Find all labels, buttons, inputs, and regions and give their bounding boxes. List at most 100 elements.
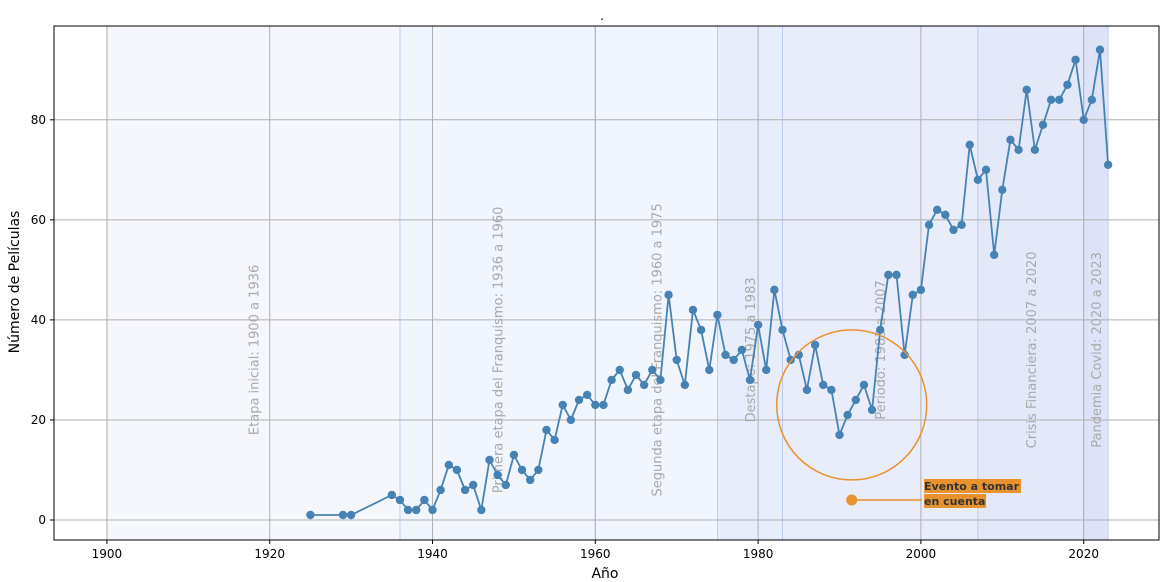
data-point (509, 450, 519, 460)
y-tick-label: 0 (38, 513, 46, 527)
data-point (444, 460, 453, 470)
data-point (843, 410, 852, 420)
data-point (753, 320, 763, 330)
data-point (1014, 145, 1023, 155)
data-point (1103, 160, 1113, 170)
data-point (989, 250, 999, 260)
data-point (574, 395, 584, 405)
data-point (859, 380, 869, 390)
data-point (599, 400, 608, 410)
data-point (501, 480, 510, 490)
data-point (1063, 80, 1072, 89)
data-point (745, 375, 755, 385)
data-point (884, 270, 893, 280)
annotation-point (846, 494, 858, 506)
data-point (819, 380, 828, 390)
period-labels: Etapa inicial: 1900 a 1936 Primera etapa … (247, 203, 1104, 496)
data-point (973, 175, 983, 185)
x-tick-label: 2000 (906, 547, 937, 561)
x-tick-label: 1900 (92, 547, 123, 561)
data-point (1055, 95, 1064, 104)
data-point (924, 220, 934, 230)
data-point (705, 365, 714, 375)
data-point (851, 395, 860, 405)
data-point (794, 350, 804, 360)
data-point (965, 140, 974, 150)
annotation-text: en cuenta (924, 495, 985, 508)
data-point (713, 310, 722, 320)
data-point (1038, 120, 1048, 129)
data-point (729, 355, 738, 365)
period-band-0 (106, 25, 401, 541)
data-point (623, 385, 633, 395)
data-point (542, 425, 551, 435)
data-point (412, 505, 421, 515)
data-point (835, 430, 844, 440)
data-point (534, 465, 543, 475)
annotation-box (924, 478, 1022, 493)
data-point (550, 435, 559, 445)
data-point (1030, 145, 1040, 155)
data-point (558, 400, 567, 410)
data-point (876, 325, 885, 335)
data-point (810, 340, 820, 350)
data-point (395, 495, 405, 505)
data-series (306, 45, 1113, 520)
period-label-6: Pandemia Covid: 2020 a 2023 (1090, 252, 1105, 448)
data-point (428, 505, 437, 515)
data-point (916, 285, 926, 295)
y-tick-label: 20 (31, 413, 46, 427)
data-point (827, 385, 836, 395)
y-axis-ticks: 0 20 40 60 80 (31, 113, 54, 527)
data-point (696, 325, 706, 335)
annotation-box (924, 493, 987, 508)
x-axis-ticks: 1900 1920 1940 1960 1980 2000 2020 (92, 540, 1099, 561)
data-point (656, 375, 665, 385)
data-point (1071, 55, 1080, 64)
data-point (1046, 95, 1056, 104)
data-point (525, 475, 535, 485)
y-axis-label: Número de Películas (7, 211, 23, 354)
period-label-0: Etapa inicial: 1900 a 1936 (247, 265, 262, 435)
x-tick-label: 1960 (580, 547, 611, 561)
data-point (517, 465, 527, 475)
data-point (802, 385, 812, 395)
data-point (957, 220, 966, 230)
period-band-5 (977, 25, 1085, 541)
annotation: Evento a tomar en cuenta (775, 329, 1022, 508)
data-point (688, 305, 698, 315)
data-point (892, 270, 901, 280)
data-point (998, 185, 1007, 195)
data-point (900, 350, 909, 360)
data-point (566, 415, 576, 425)
data-point (607, 375, 616, 385)
data-point (778, 325, 787, 335)
data-point (1087, 95, 1097, 104)
data-point (338, 510, 348, 520)
x-tick-label: 2020 (1068, 547, 1099, 561)
period-label-5: Crisis Financiera: 2007 a 2020 (1025, 251, 1040, 448)
data-point (949, 225, 958, 235)
data-point (346, 510, 356, 520)
x-tick-label: 1920 (254, 547, 285, 561)
data-point (770, 285, 779, 295)
data-point (631, 370, 641, 380)
data-point (1006, 135, 1015, 145)
data-point (737, 345, 747, 355)
period-label-2: Segunda etapa del Franquismo: 1960 a 197… (650, 203, 665, 496)
annotation-circle (775, 329, 928, 481)
data-point (941, 210, 950, 220)
x-tick-label: 1940 (417, 547, 448, 561)
data-point (477, 505, 486, 515)
period-band-3 (717, 25, 783, 541)
data-point (469, 480, 478, 490)
data-point (420, 495, 429, 505)
data-point (672, 355, 681, 365)
annotation-text: Evento a tomar (924, 480, 1020, 493)
period-band-4 (782, 25, 979, 541)
data-point (452, 465, 462, 475)
data-point (436, 485, 445, 495)
data-point (664, 290, 673, 300)
data-point (591, 400, 600, 410)
